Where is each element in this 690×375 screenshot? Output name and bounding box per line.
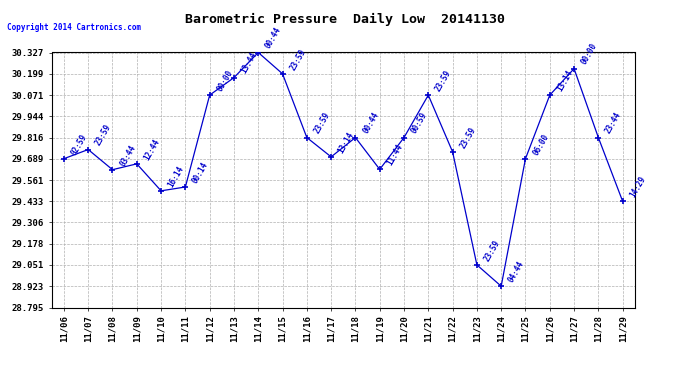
Text: 12:44: 12:44 [142, 137, 161, 162]
Text: 23:44: 23:44 [604, 111, 623, 135]
Text: 23:59: 23:59 [458, 125, 477, 150]
Text: 00:14: 00:14 [191, 160, 210, 185]
Text: 13:14: 13:14 [555, 68, 575, 93]
Text: 03:44: 03:44 [118, 143, 137, 168]
Text: 16:14: 16:14 [166, 164, 186, 189]
Text: 23:59: 23:59 [94, 123, 113, 147]
Text: 00:59: 00:59 [410, 111, 429, 135]
Text: 23:59: 23:59 [288, 47, 308, 72]
Text: 13:14: 13:14 [337, 130, 356, 155]
Text: 13:44: 13:44 [239, 51, 259, 75]
Text: 04:44: 04:44 [506, 260, 526, 284]
Text: 00:00: 00:00 [580, 42, 599, 66]
Text: Pressure  (Inches/Hg): Pressure (Inches/Hg) [506, 22, 609, 31]
Text: 00:44: 00:44 [264, 26, 283, 50]
Text: Copyright 2014 Cartronics.com: Copyright 2014 Cartronics.com [7, 22, 141, 32]
Text: 02:59: 02:59 [70, 132, 89, 156]
Text: 14:29: 14:29 [628, 175, 648, 199]
Text: 06:00: 06:00 [531, 132, 551, 156]
Text: Barometric Pressure  Daily Low  20141130: Barometric Pressure Daily Low 20141130 [185, 13, 505, 26]
Text: 23:59: 23:59 [434, 68, 453, 93]
Text: 00:44: 00:44 [361, 111, 380, 135]
Text: 23:59: 23:59 [313, 111, 332, 135]
Text: 11:44: 11:44 [385, 142, 404, 167]
Text: 23:59: 23:59 [482, 238, 502, 263]
Text: 00:00: 00:00 [215, 68, 235, 93]
